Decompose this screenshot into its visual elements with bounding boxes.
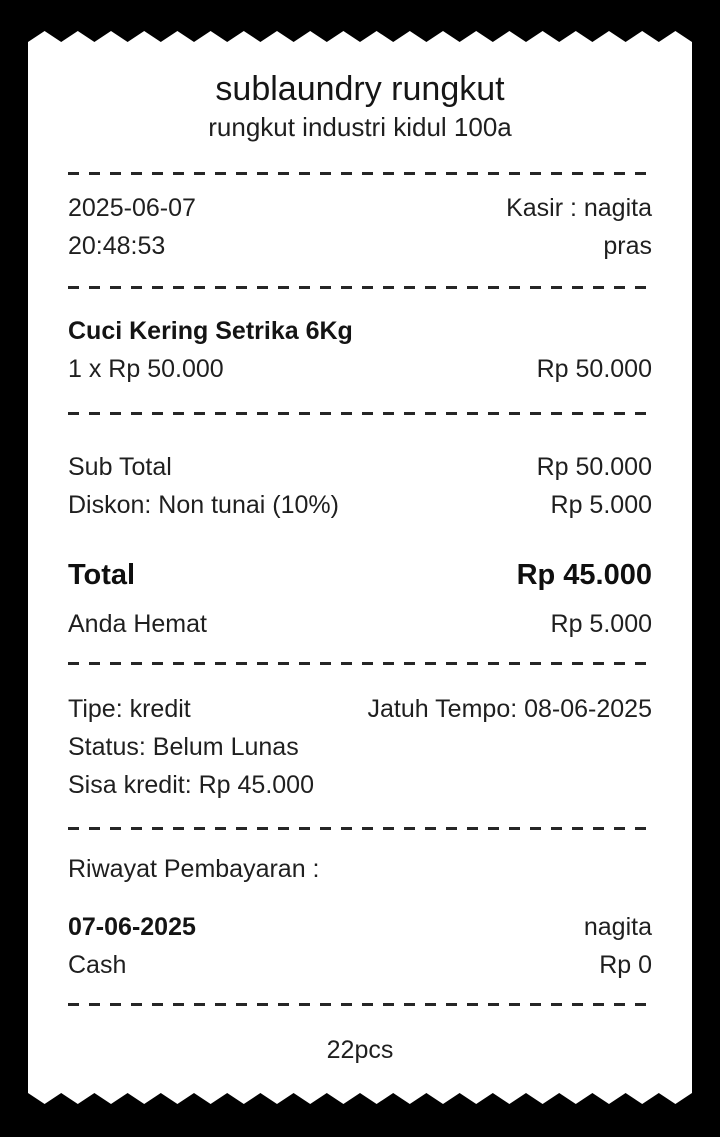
dashed-separator bbox=[68, 662, 652, 665]
payment-method: Cash bbox=[68, 951, 127, 979]
item-row: 1 x Rp 50.000 Rp 50.000 bbox=[68, 350, 652, 388]
dashed-separator bbox=[68, 1003, 652, 1006]
item-name: Cuci Kering Setrika 6Kg bbox=[68, 317, 353, 345]
dashed-separator bbox=[68, 286, 652, 289]
credit-remaining-row: Sisa kredit: Rp 45.000 bbox=[68, 766, 652, 804]
discount-value: Rp 5.000 bbox=[550, 491, 652, 519]
meta-row-2: 20:48:53 pras bbox=[68, 227, 652, 265]
dashed-separator bbox=[68, 827, 652, 830]
item-amount: Rp 50.000 bbox=[536, 355, 652, 383]
credit-due-date: Jatuh Tempo: 08-06-2025 bbox=[367, 695, 652, 723]
torn-edge-bottom bbox=[28, 1093, 692, 1104]
savings-row: Anda Hemat Rp 5.000 bbox=[68, 605, 652, 643]
payment-row-2: Cash Rp 0 bbox=[68, 946, 652, 984]
pieces-count: 22pcs bbox=[326, 1036, 394, 1064]
subtotal-value: Rp 50.000 bbox=[536, 453, 652, 481]
payment-amount: Rp 0 bbox=[599, 951, 652, 979]
meta-block: 2025-06-07 Kasir : nagita 20:48:53 pras bbox=[68, 189, 652, 265]
payment-row-1: 07-06-2025 nagita bbox=[68, 908, 652, 946]
credit-type: Tipe: kredit bbox=[68, 695, 191, 723]
subtotal-row: Sub Total Rp 50.000 bbox=[68, 448, 652, 486]
discount-row: Diskon: Non tunai (10%) Rp 5.000 bbox=[68, 486, 652, 524]
credit-status: Status: Belum Lunas bbox=[68, 733, 299, 761]
item-block: Cuci Kering Setrika 6Kg 1 x Rp 50.000 Rp… bbox=[68, 312, 652, 388]
item-qty-price: 1 x Rp 50.000 bbox=[68, 355, 224, 383]
savings-label: Anda Hemat bbox=[68, 610, 207, 638]
totals-block: Sub Total Rp 50.000 Diskon: Non tunai (1… bbox=[68, 448, 652, 643]
savings-value: Rp 5.000 bbox=[550, 610, 652, 638]
receipt: sublaundry rungkut rungkut industri kidu… bbox=[28, 30, 692, 1105]
payment-date: 07-06-2025 bbox=[68, 913, 196, 941]
credit-type-row: Tipe: kredit Jatuh Tempo: 08-06-2025 bbox=[68, 690, 652, 728]
receipt-time: 20:48:53 bbox=[68, 232, 166, 260]
dashed-separator bbox=[68, 412, 652, 415]
payment-entry: 07-06-2025 nagita Cash Rp 0 bbox=[68, 908, 652, 984]
cashier-name-overflow: pras bbox=[603, 232, 652, 260]
credit-block: Tipe: kredit Jatuh Tempo: 08-06-2025 Sta… bbox=[68, 690, 652, 804]
store-address: rungkut industri kidul 100a bbox=[208, 112, 512, 142]
payment-by: nagita bbox=[583, 913, 652, 941]
meta-row-1: 2025-06-07 Kasir : nagita bbox=[68, 189, 652, 227]
subtotal-label: Sub Total bbox=[68, 453, 172, 481]
total-value: Rp 45.000 bbox=[516, 559, 652, 591]
cashier-label: Kasir : nagita bbox=[506, 194, 652, 222]
dashed-separator bbox=[68, 172, 652, 175]
receipt-date: 2025-06-07 bbox=[68, 194, 196, 222]
discount-label: Diskon: Non tunai (10%) bbox=[68, 491, 339, 519]
receipt-paper: sublaundry rungkut rungkut industri kidu… bbox=[28, 42, 692, 1093]
store-name: sublaundry rungkut bbox=[215, 70, 505, 108]
credit-remaining: Sisa kredit: Rp 45.000 bbox=[68, 771, 314, 799]
torn-edge-top bbox=[28, 31, 692, 42]
total-label: Total bbox=[68, 559, 136, 591]
credit-status-row: Status: Belum Lunas bbox=[68, 728, 652, 766]
payments-title: Riwayat Pembayaran : bbox=[68, 855, 320, 883]
total-row: Total Rp 45.000 bbox=[68, 550, 652, 600]
